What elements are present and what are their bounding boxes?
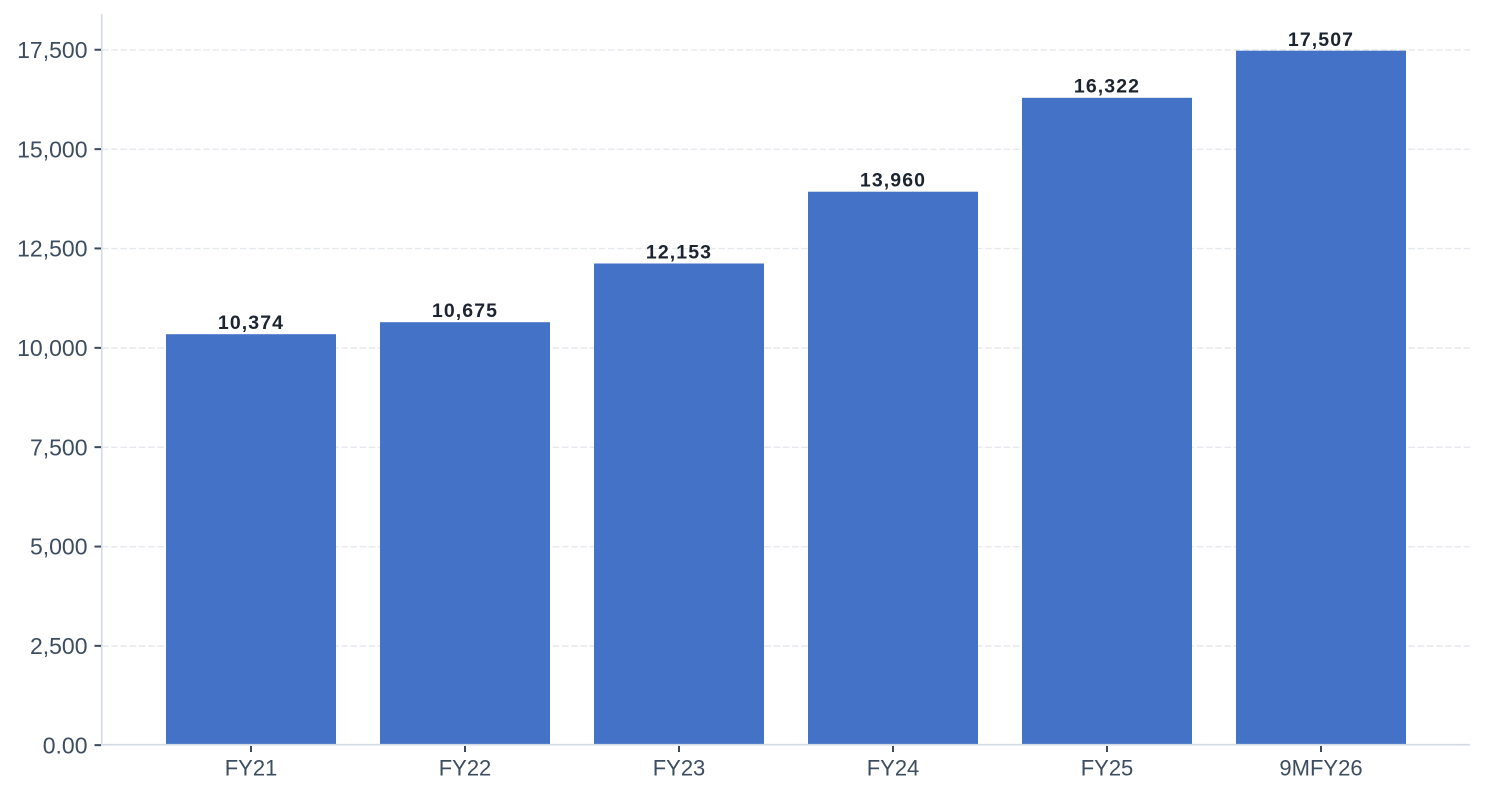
- svg-text:9MFY26: 9MFY26: [1279, 756, 1362, 781]
- svg-text:10,374: 10,374: [218, 312, 284, 334]
- svg-text:12,500: 12,500: [17, 236, 87, 262]
- svg-text:17,507: 17,507: [1288, 29, 1354, 51]
- svg-text:5,000: 5,000: [30, 534, 88, 560]
- svg-text:FY23: FY23: [653, 756, 706, 781]
- svg-text:10,675: 10,675: [432, 300, 498, 322]
- svg-text:2,500: 2,500: [30, 633, 88, 659]
- svg-text:16,322: 16,322: [1074, 76, 1140, 98]
- svg-text:15,000: 15,000: [17, 136, 87, 162]
- svg-text:17,500: 17,500: [17, 37, 87, 63]
- svg-text:FY22: FY22: [439, 756, 492, 781]
- svg-text:FY25: FY25: [1081, 756, 1134, 781]
- svg-text:0.00: 0.00: [43, 732, 88, 758]
- svg-text:12,153: 12,153: [646, 241, 712, 263]
- svg-text:13,960: 13,960: [860, 170, 926, 192]
- svg-text:10,000: 10,000: [17, 335, 87, 361]
- svg-text:FY24: FY24: [867, 756, 920, 781]
- svg-text:FY21: FY21: [225, 756, 278, 781]
- svg-text:7,500: 7,500: [30, 434, 88, 460]
